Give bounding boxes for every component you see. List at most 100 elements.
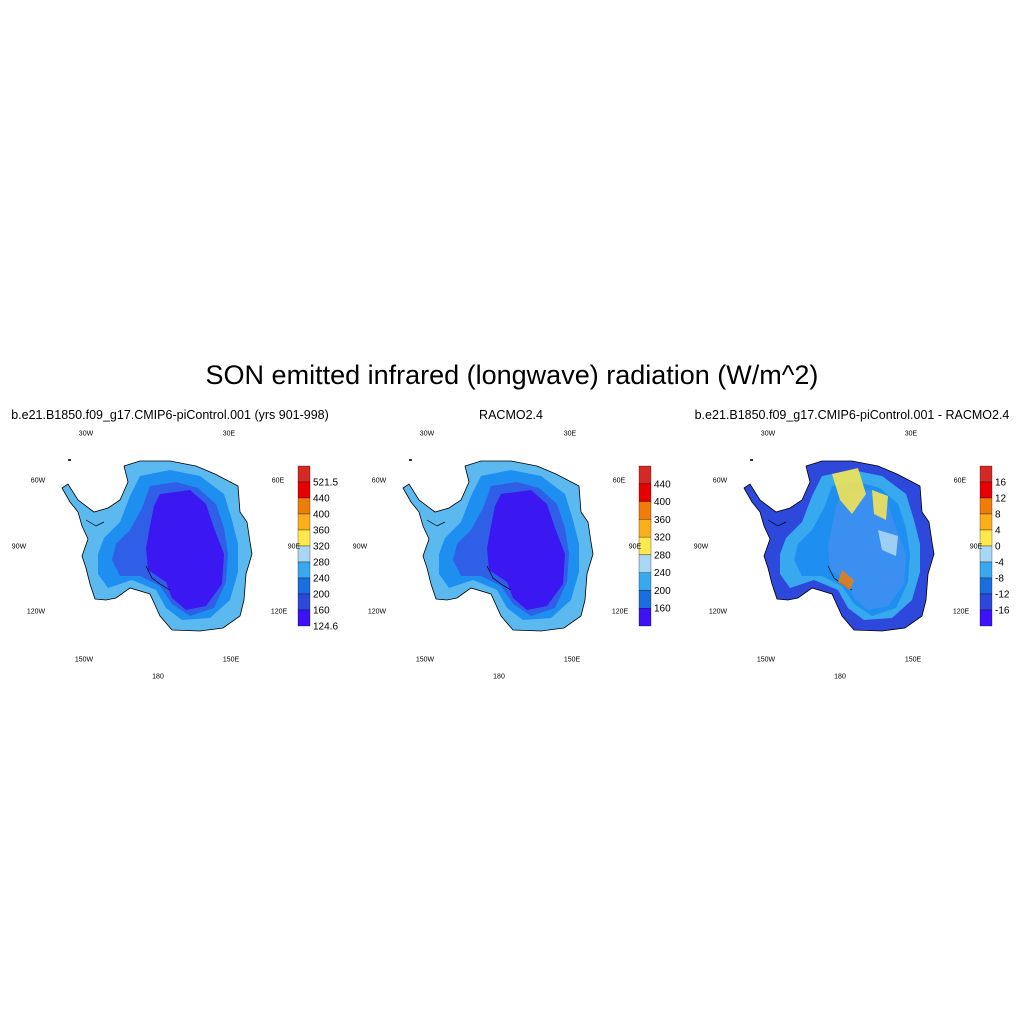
ice-shelf-line xyxy=(426,519,446,527)
label-60e: 60E xyxy=(953,477,967,485)
colorbar-swatch xyxy=(297,593,311,611)
label-60e: 60E xyxy=(612,477,626,485)
label-90e: 90E xyxy=(287,543,301,551)
label-90e: 90E xyxy=(969,543,983,551)
colorbar-label: 400 xyxy=(313,510,330,521)
ice-shelf-line xyxy=(145,565,171,591)
label-30e: 30E xyxy=(563,430,577,438)
colorbar-label: 4 xyxy=(995,526,1001,537)
colorbar-label: 440 xyxy=(313,494,330,505)
colorbar-swatch xyxy=(979,481,993,499)
colorbar-label: 16 xyxy=(995,478,1007,489)
panel-difference: b.e21.B1850.f09_g17.CMIP6-piControl.001 … xyxy=(682,404,1022,694)
label-150e: 150E xyxy=(904,656,922,664)
label-150w: 150W xyxy=(756,656,776,664)
colorbar-label: 8 xyxy=(995,510,1001,521)
colorbar-swatch xyxy=(638,608,652,627)
island-mark xyxy=(409,459,412,461)
label-30e: 30E xyxy=(904,430,918,438)
colorbar-swatch xyxy=(297,481,311,499)
ice-shelf-line xyxy=(486,565,512,591)
colorbar-swatch xyxy=(638,465,652,484)
label-60e: 60E xyxy=(271,477,285,485)
island-mark xyxy=(750,459,753,461)
colorbar-swatch xyxy=(638,483,652,502)
colorbar-label: 124.6 xyxy=(313,622,338,633)
panel-title: RACMO2.4 xyxy=(479,408,543,422)
colorbar-label: 521.5 xyxy=(313,478,338,489)
colorbar-label: 12 xyxy=(995,494,1007,505)
panel-model: b.e21.B1850.f09_g17.CMIP6-piControl.001 … xyxy=(0,404,340,694)
colorbar-swatch xyxy=(979,593,993,611)
antarctica-shape xyxy=(61,459,253,632)
colorbar-swatch xyxy=(638,501,652,520)
colorbar-swatch xyxy=(979,465,993,483)
colorbar-label: 400 xyxy=(654,497,671,508)
colorbar-label: 320 xyxy=(313,542,330,553)
colorbar-label: 440 xyxy=(654,479,671,490)
colorbar-label: -4 xyxy=(995,558,1004,569)
label-120e: 120E xyxy=(611,608,629,616)
label-60w: 60W xyxy=(371,477,387,485)
label-30w: 30W xyxy=(78,430,94,438)
antarctica-shape xyxy=(743,459,935,632)
label-120e: 120E xyxy=(952,608,970,616)
colorbar: 16 12 8 4 0 -4 -8 -12 -16 xyxy=(979,465,1010,627)
label-180: 180 xyxy=(493,673,505,681)
colorbar: 440 400 360 320 280 240 200 160 xyxy=(638,465,671,627)
colorbar-label: 160 xyxy=(313,606,330,617)
colorbar-label: 240 xyxy=(654,568,671,579)
colorbar-swatch xyxy=(979,609,993,627)
panel-title: b.e21.B1850.f09_g17.CMIP6-piControl.001 … xyxy=(11,408,329,422)
label-90w: 90W xyxy=(11,543,27,551)
colorbar-swatch xyxy=(297,577,311,595)
label-180: 180 xyxy=(834,673,846,681)
colorbar-label: 240 xyxy=(313,574,330,585)
colorbar-label: 360 xyxy=(654,515,671,526)
colorbar-label: 200 xyxy=(313,590,330,601)
label-120w: 120W xyxy=(26,608,46,616)
label-60w: 60W xyxy=(30,477,46,485)
label-90w: 90W xyxy=(352,543,368,551)
label-150w: 150W xyxy=(415,656,435,664)
colorbar-swatch xyxy=(297,513,311,531)
colorbar-label: 160 xyxy=(654,604,671,615)
region-near-zero xyxy=(878,530,898,556)
colorbar-swatch xyxy=(297,561,311,579)
label-30w: 30W xyxy=(419,430,435,438)
region-core xyxy=(146,490,224,610)
ice-shelf-line xyxy=(767,519,787,527)
label-120w: 120W xyxy=(708,608,728,616)
region-positive xyxy=(872,490,888,520)
colorbar-swatch xyxy=(297,497,311,515)
label-90e: 90E xyxy=(628,543,642,551)
label-120e: 120E xyxy=(270,608,288,616)
colorbar-swatch xyxy=(979,577,993,595)
colorbar-label: -12 xyxy=(995,590,1010,601)
panel-racmo: RACMO2.4 440 400 360 320 280 240 200 160 30W 30… xyxy=(341,404,681,694)
colorbar-swatch xyxy=(979,561,993,579)
antarctica-map: 440 400 360 320 280 240 200 160 xyxy=(402,459,671,632)
ice-shelf-line xyxy=(85,519,105,527)
colorbar-label: 280 xyxy=(654,550,671,561)
label-30w: 30W xyxy=(760,430,776,438)
panel-title: b.e21.B1850.f09_g17.CMIP6-piControl.001 … xyxy=(694,408,1010,422)
antarctica-map: 521.5 440 400 360 320 280 240 200 160 124.6 xyxy=(61,459,338,633)
antarctica-map: 16 12 8 4 0 -4 -8 -12 -16 xyxy=(743,459,1010,632)
colorbar: 521.5 440 400 360 320 280 240 200 160 124.6 xyxy=(297,465,338,633)
label-30e: 30E xyxy=(222,430,236,438)
colorbar-label: 0 xyxy=(995,542,1001,553)
main-title: SON emitted infrared (longwave) radiatio… xyxy=(205,360,819,390)
colorbar-label: 280 xyxy=(313,558,330,569)
colorbar-swatch xyxy=(638,590,652,609)
colorbar-swatch xyxy=(638,572,652,591)
colorbar-label: 360 xyxy=(313,526,330,537)
colorbar-label: 320 xyxy=(654,533,671,544)
colorbar-swatch xyxy=(297,609,311,627)
colorbar-label: 200 xyxy=(654,586,671,597)
colorbar-swatch xyxy=(638,554,652,573)
colorbar-swatch xyxy=(979,513,993,531)
label-150w: 150W xyxy=(74,656,94,664)
label-150e: 150E xyxy=(222,656,240,664)
label-120w: 120W xyxy=(367,608,387,616)
